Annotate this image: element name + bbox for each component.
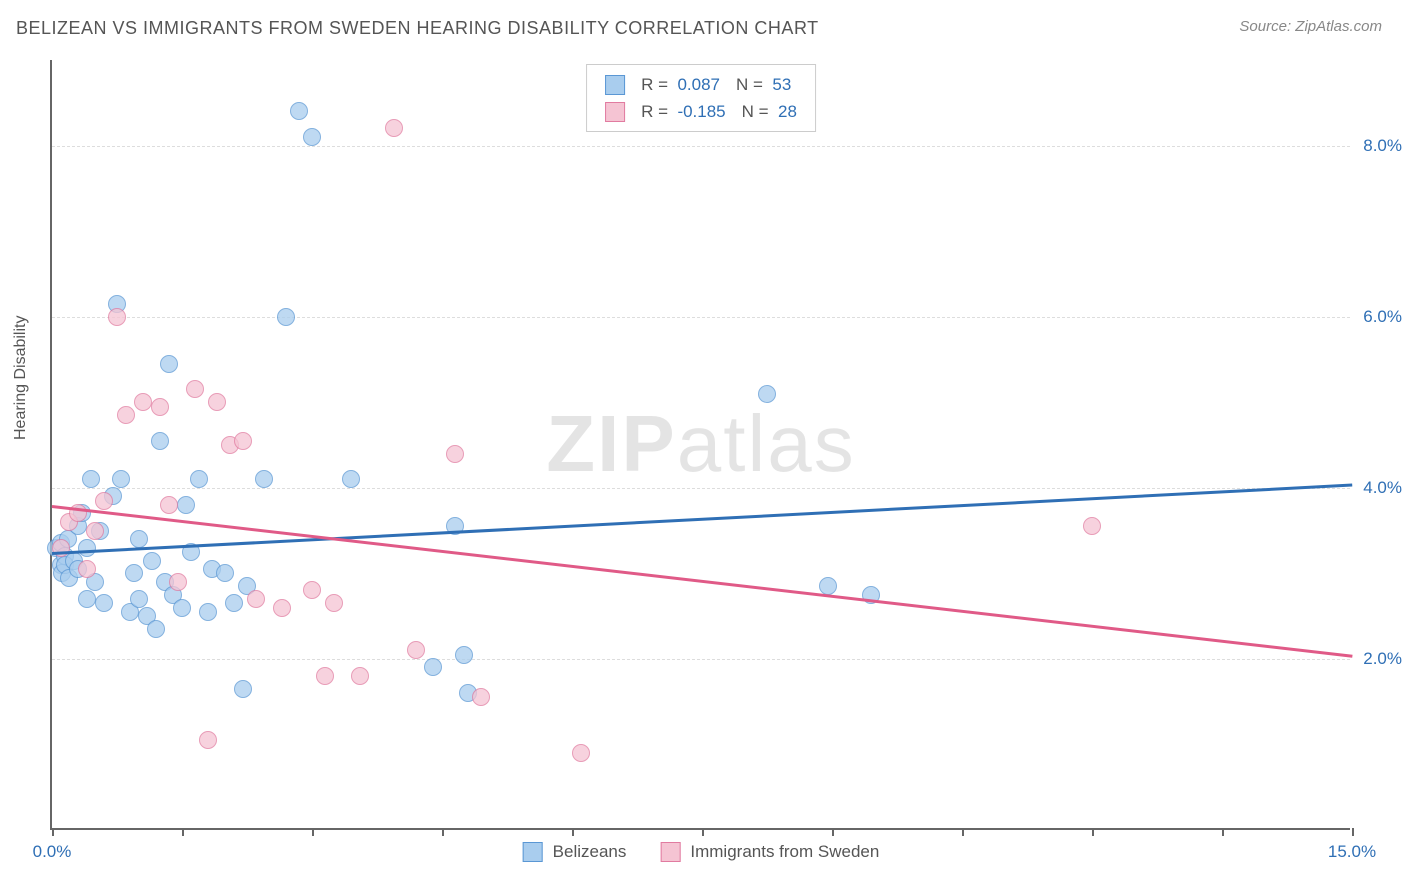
data-point — [82, 470, 100, 488]
data-point — [169, 573, 187, 591]
legend-swatch — [660, 842, 680, 862]
legend-swatch — [523, 842, 543, 862]
data-point — [86, 522, 104, 540]
data-point — [572, 744, 590, 762]
plot-area: ZIPatlas R = 0.087 N = 53 R = -0.185 N = 28… — [50, 60, 1350, 830]
chart-title: BELIZEAN VS IMMIGRANTS FROM SWEDEN HEARI… — [16, 18, 819, 39]
data-point — [95, 492, 113, 510]
data-point — [160, 355, 178, 373]
data-point — [351, 667, 369, 685]
data-point — [234, 680, 252, 698]
data-point — [290, 102, 308, 120]
x-tick — [572, 828, 574, 836]
data-point — [78, 590, 96, 608]
x-tick — [1352, 828, 1354, 836]
y-tick-label: 2.0% — [1363, 649, 1402, 669]
data-point — [177, 496, 195, 514]
data-point — [147, 620, 165, 638]
gridline — [52, 488, 1350, 489]
legend-item: Belizeans — [523, 842, 627, 862]
legend-row: R = -0.185 N = 28 — [605, 98, 797, 125]
gridline — [52, 317, 1350, 318]
data-point — [130, 530, 148, 548]
data-point — [134, 393, 152, 411]
data-point — [143, 552, 161, 570]
data-point — [78, 560, 96, 578]
x-tick — [1222, 828, 1224, 836]
data-point — [173, 599, 191, 617]
data-point — [1083, 517, 1101, 535]
data-point — [325, 594, 343, 612]
data-point — [117, 406, 135, 424]
data-point — [186, 380, 204, 398]
trend-line — [52, 483, 1352, 554]
y-tick-label: 8.0% — [1363, 136, 1402, 156]
data-point — [78, 539, 96, 557]
x-tick — [702, 828, 704, 836]
data-point — [385, 119, 403, 137]
source-label: Source: — [1239, 18, 1291, 35]
data-point — [112, 470, 130, 488]
legend-r-text: R = -0.185 — [641, 98, 726, 125]
data-point — [151, 432, 169, 450]
data-point — [316, 667, 334, 685]
y-tick-label: 4.0% — [1363, 478, 1402, 498]
data-point — [225, 594, 243, 612]
y-axis-label: Hearing Disability — [12, 316, 30, 441]
data-point — [303, 128, 321, 146]
x-tick — [182, 828, 184, 836]
x-tick — [1092, 828, 1094, 836]
data-point — [758, 385, 776, 403]
data-point — [424, 658, 442, 676]
source-attribution: Source: ZipAtlas.com — [1239, 18, 1382, 35]
data-point — [455, 646, 473, 664]
x-tick-label: 0.0% — [33, 842, 72, 862]
legend-n-text: N = 53 — [736, 71, 791, 98]
data-point — [273, 599, 291, 617]
data-point — [190, 470, 208, 488]
data-point — [199, 603, 217, 621]
data-point — [472, 688, 490, 706]
legend-item: Immigrants from Sweden — [660, 842, 879, 862]
data-point — [130, 590, 148, 608]
data-point — [108, 308, 126, 326]
x-tick — [962, 828, 964, 836]
legend-n-text: N = 28 — [742, 98, 797, 125]
data-point — [277, 308, 295, 326]
watermark: ZIPatlas — [546, 398, 855, 490]
legend-swatch — [605, 75, 625, 95]
gridline — [52, 146, 1350, 147]
data-point — [342, 470, 360, 488]
data-point — [303, 581, 321, 599]
data-point — [125, 564, 143, 582]
data-point — [160, 496, 178, 514]
data-point — [255, 470, 273, 488]
x-tick — [52, 828, 54, 836]
gridline — [52, 659, 1350, 660]
legend-row: R = 0.087 N = 53 — [605, 71, 797, 98]
data-point — [208, 393, 226, 411]
data-point — [234, 432, 252, 450]
legend-series-name: Immigrants from Sweden — [690, 842, 879, 862]
legend-series-name: Belizeans — [553, 842, 627, 862]
data-point — [216, 564, 234, 582]
data-point — [247, 590, 265, 608]
legend-r-text: R = 0.087 — [641, 71, 720, 98]
source-name: ZipAtlas.com — [1295, 18, 1382, 35]
data-point — [819, 577, 837, 595]
data-point — [199, 731, 217, 749]
legend-swatch — [605, 102, 625, 122]
data-point — [407, 641, 425, 659]
x-tick — [442, 828, 444, 836]
x-tick — [312, 828, 314, 836]
series-legend: Belizeans Immigrants from Sweden — [523, 842, 880, 862]
data-point — [446, 445, 464, 463]
correlation-legend: R = 0.087 N = 53 R = -0.185 N = 28 — [586, 64, 816, 132]
data-point — [95, 594, 113, 612]
data-point — [151, 398, 169, 416]
y-tick-label: 6.0% — [1363, 307, 1402, 327]
x-tick-label: 15.0% — [1328, 842, 1376, 862]
x-tick — [832, 828, 834, 836]
